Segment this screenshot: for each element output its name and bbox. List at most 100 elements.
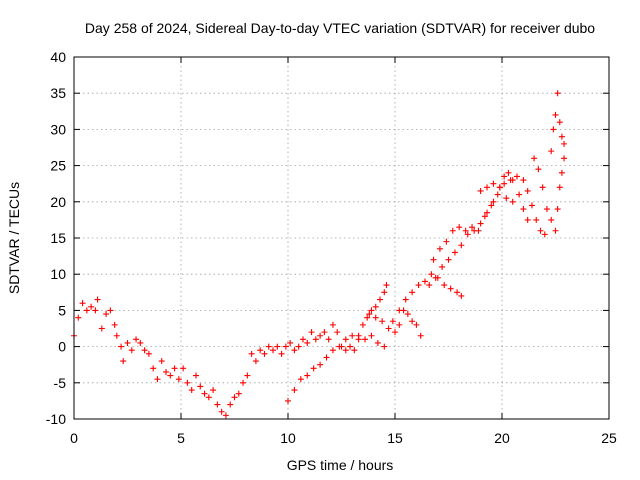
data-point (524, 216, 531, 223)
data-point (92, 307, 99, 314)
data-point (261, 350, 268, 357)
data-point (205, 394, 212, 401)
data-point (396, 321, 403, 328)
data-point (372, 303, 379, 310)
data-point (222, 412, 229, 419)
data-point (94, 296, 101, 303)
data-point (145, 350, 152, 357)
y-tick-label: 15 (50, 230, 66, 246)
data-point (83, 307, 90, 314)
data-point (336, 343, 343, 350)
data-point (458, 292, 465, 299)
axis-ticks (73, 56, 610, 420)
y-tick-label: 0 (58, 339, 66, 355)
data-point (355, 332, 362, 339)
data-point (366, 311, 373, 318)
data-point (558, 133, 565, 140)
x-tick-labels: 0 5 10 15 20 25 (70, 430, 617, 446)
data-point (312, 336, 319, 343)
data-point (257, 347, 264, 354)
data-point (561, 155, 568, 162)
data-point (477, 220, 484, 227)
data-point (372, 314, 379, 321)
data-point (329, 347, 336, 354)
data-point (535, 166, 542, 173)
data-point (299, 336, 306, 343)
data-point (285, 397, 291, 404)
x-tick-label: 0 (70, 430, 78, 446)
data-point (171, 365, 178, 372)
data-point (304, 339, 311, 346)
data-point (118, 343, 125, 350)
data-point (421, 278, 428, 285)
x-tick-label: 20 (494, 430, 510, 446)
data-point (137, 339, 144, 346)
data-point (484, 184, 491, 191)
data-point (543, 206, 550, 213)
chart-title: Day 258 of 2024, Sidereal Day-to-day VTE… (85, 20, 595, 36)
data-point (323, 354, 330, 361)
data-point (436, 245, 443, 252)
data-point (180, 365, 187, 372)
data-point (524, 187, 531, 194)
data-point (509, 198, 516, 205)
data-point (197, 383, 204, 390)
data-point (548, 216, 555, 223)
x-tick-label: 15 (387, 430, 403, 446)
data-point (291, 387, 298, 394)
data-point (490, 180, 497, 187)
data-point (150, 365, 157, 372)
data-point (188, 387, 195, 394)
data-point (385, 325, 392, 332)
data-point (120, 358, 127, 365)
data-point (462, 227, 469, 234)
data-point (449, 227, 456, 234)
data-point (158, 358, 165, 365)
data-point (402, 296, 409, 303)
y-axis-label: SDTVAR / TECUs (6, 182, 22, 294)
data-point (490, 198, 497, 205)
data-point (539, 184, 546, 191)
data-point (383, 282, 390, 289)
data-point (426, 282, 433, 289)
data-point (184, 379, 191, 386)
data-point (379, 318, 386, 325)
y-tick-label: 20 (50, 194, 66, 210)
data-point (368, 332, 375, 339)
data-point (291, 347, 298, 354)
data-point (342, 336, 349, 343)
data-point (270, 347, 277, 354)
y-tick-label: 25 (50, 158, 66, 174)
data-point (175, 376, 182, 383)
data-point (496, 184, 503, 191)
data-point (111, 321, 118, 328)
data-point (235, 390, 242, 397)
data-point (308, 329, 315, 336)
data-point (409, 318, 416, 325)
data-point (295, 343, 302, 350)
data-point (488, 202, 495, 209)
data-point (456, 224, 463, 231)
data-point (458, 242, 465, 249)
data-point (227, 401, 234, 408)
data-point (554, 90, 561, 97)
data-point (321, 329, 328, 336)
data-point (475, 227, 482, 234)
data-point (389, 318, 396, 325)
y-tick-label: 30 (50, 121, 66, 137)
data-point (531, 155, 538, 162)
data-point (428, 271, 435, 278)
data-point (392, 329, 398, 336)
data-point (231, 394, 238, 401)
data-point (443, 238, 450, 245)
data-point (329, 321, 336, 328)
data-point (481, 213, 488, 220)
data-point (533, 216, 540, 223)
data-point (107, 307, 114, 314)
x-tick-label: 10 (280, 430, 296, 446)
data-point (494, 191, 501, 198)
data-point (415, 282, 422, 289)
data-point (79, 300, 86, 307)
data-point (349, 332, 356, 339)
